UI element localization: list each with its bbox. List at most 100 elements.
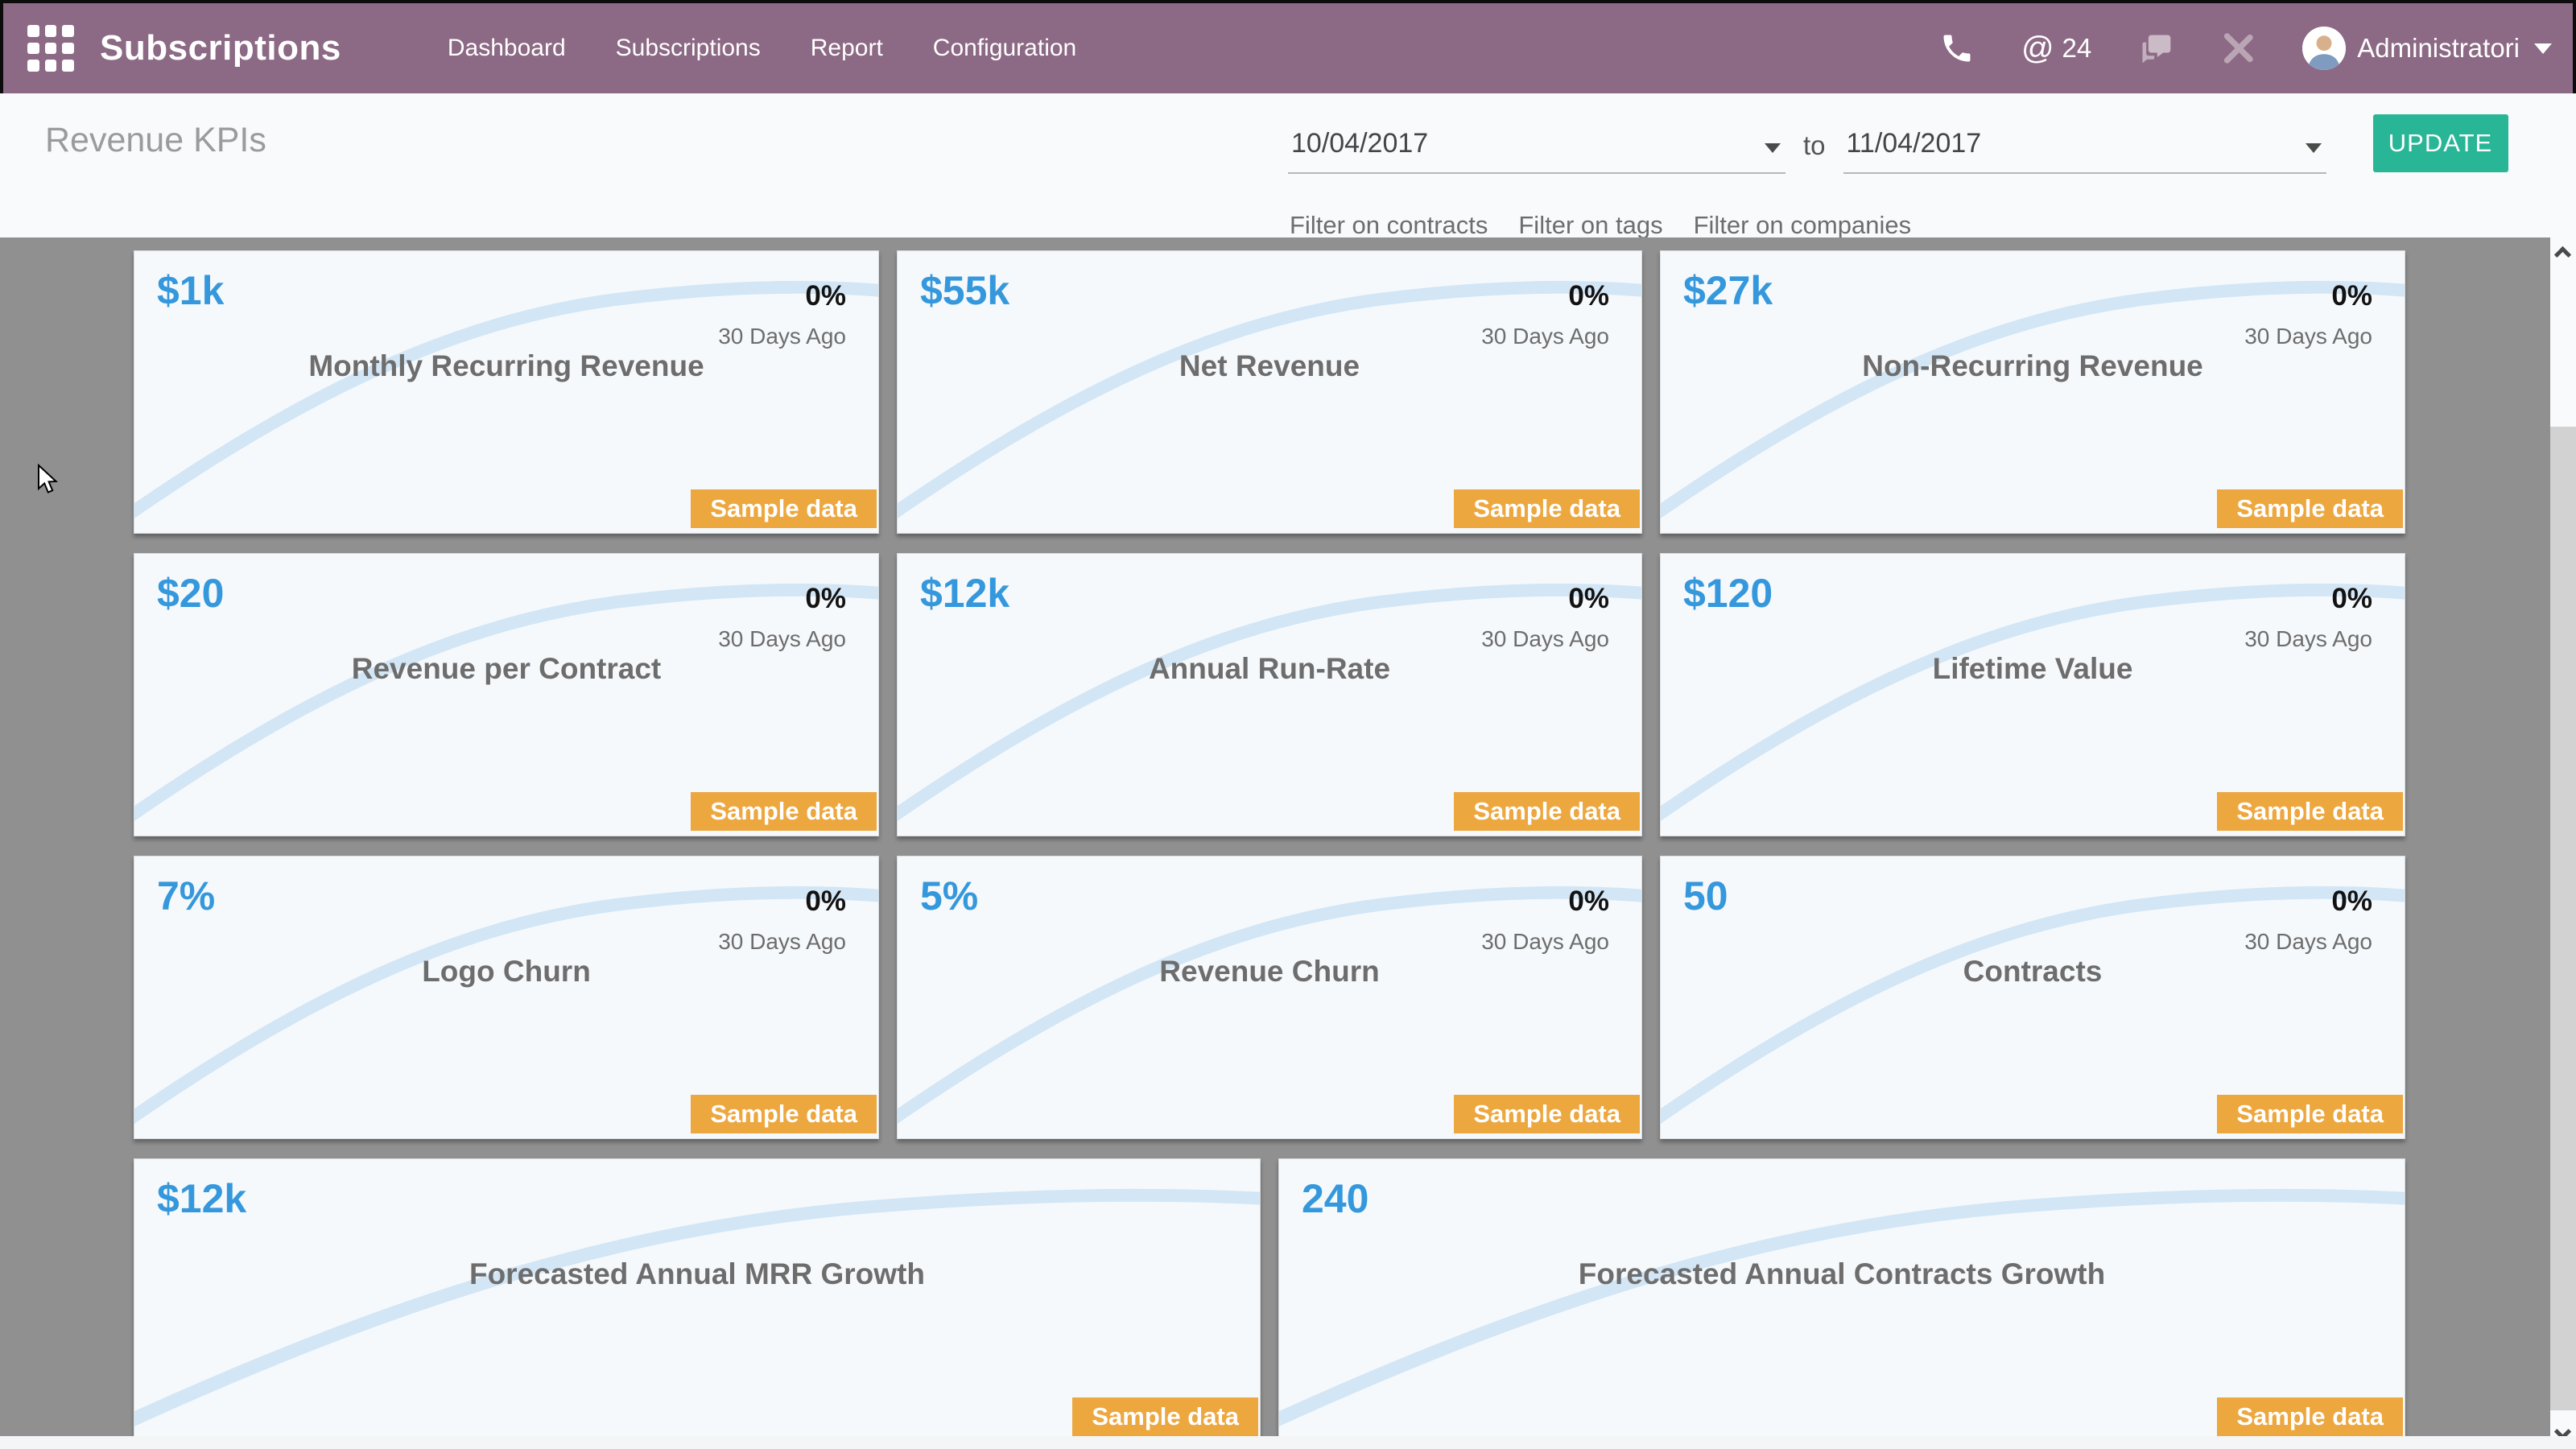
filter-on-companies-link[interactable]: Filter on companies bbox=[1693, 211, 1912, 239]
sample-data-badge: Sample data bbox=[1454, 1095, 1640, 1133]
kpi-value: 7% bbox=[157, 873, 216, 919]
app-title[interactable]: Subscriptions bbox=[100, 28, 341, 68]
kpi-delta-percent: 0% bbox=[2331, 280, 2372, 312]
sample-data-badge: Sample data bbox=[1454, 792, 1640, 831]
kpi-card[interactable]: $12k Forecasted Annual MRR Growth Sample … bbox=[134, 1158, 1261, 1442]
kpi-delta-caption: 30 Days Ago bbox=[2244, 626, 2372, 651]
kpi-delta-caption: 30 Days Ago bbox=[2244, 929, 2372, 954]
sparkline-chart bbox=[1279, 1188, 2405, 1426]
sample-data-badge: Sample data bbox=[2217, 1397, 2403, 1436]
kpi-delta-percent: 0% bbox=[2331, 886, 2372, 917]
avatar bbox=[2302, 27, 2347, 70]
filter-on-tags-link[interactable]: Filter on tags bbox=[1518, 211, 1663, 239]
kpi-delta: 0% 30 Days Ago bbox=[2244, 280, 2372, 349]
sparkline-chart bbox=[1661, 280, 2405, 518]
date-to-field[interactable] bbox=[1843, 128, 2326, 174]
kpi-title: Non-Recurring Revenue bbox=[1862, 349, 2203, 382]
kpi-row: 7% 0% 30 Days Ago Logo Churn Sample data… bbox=[134, 856, 2405, 1139]
sparkline-chart bbox=[134, 583, 878, 821]
kpi-value: $27k bbox=[1683, 268, 1773, 313]
tools-icon[interactable] bbox=[2220, 31, 2256, 66]
kpi-card[interactable]: 50 0% 30 Days Ago Contracts Sample data bbox=[1660, 856, 2405, 1139]
sample-data-badge: Sample data bbox=[2217, 792, 2403, 831]
chat-icon[interactable] bbox=[2138, 31, 2174, 66]
sample-data-badge: Sample data bbox=[1454, 489, 1640, 528]
kpi-value: $1k bbox=[157, 268, 225, 313]
kpi-card[interactable]: 240 Forecasted Annual Contracts Growth Sa… bbox=[1278, 1158, 2405, 1442]
dashboard-area: $1k 0% 30 Days Ago Monthly Recurring Rev… bbox=[0, 237, 2576, 1449]
kpi-title: Forecasted Annual MRR Growth bbox=[469, 1257, 925, 1290]
kpi-value: 240 bbox=[1302, 1176, 1369, 1221]
date-to-input[interactable] bbox=[1846, 128, 2326, 159]
kpi-card[interactable]: $1k 0% 30 Days Ago Monthly Recurring Rev… bbox=[134, 250, 879, 534]
kpi-delta-percent: 0% bbox=[805, 886, 846, 917]
bottom-strip bbox=[0, 1436, 2576, 1449]
vertical-scrollbar[interactable] bbox=[2550, 237, 2576, 1449]
kpi-delta-percent: 0% bbox=[805, 583, 846, 614]
kpi-delta: 0% 30 Days Ago bbox=[2244, 886, 2372, 955]
kpi-title: Monthly Recurring Revenue bbox=[308, 349, 704, 382]
kpi-value: $55k bbox=[920, 268, 1010, 313]
menu-item-dashboard[interactable]: Dashboard bbox=[447, 35, 566, 61]
sample-data-badge: Sample data bbox=[1072, 1397, 1258, 1436]
user-menu[interactable]: Administratori bbox=[2302, 27, 2552, 70]
kpi-delta: 0% 30 Days Ago bbox=[718, 280, 846, 349]
filter-on-contracts-link[interactable]: Filter on contracts bbox=[1290, 211, 1488, 239]
sparkline-chart bbox=[898, 280, 1641, 518]
kpi-delta-caption: 30 Days Ago bbox=[718, 929, 846, 954]
menu-item-subscriptions[interactable]: Subscriptions bbox=[615, 35, 761, 61]
user-name: Administratori bbox=[2357, 33, 2520, 63]
kpi-value: $20 bbox=[157, 571, 225, 616]
scrollbar-thumb[interactable] bbox=[2550, 427, 2576, 1410]
kpi-delta-caption: 30 Days Ago bbox=[1481, 324, 1609, 349]
update-button[interactable]: UPDATE bbox=[2372, 114, 2508, 172]
page-title: Revenue KPIs bbox=[45, 121, 266, 159]
sample-data-badge: Sample data bbox=[691, 489, 877, 528]
kpi-title: Contracts bbox=[1963, 955, 2103, 988]
sparkline-chart bbox=[134, 886, 878, 1124]
kpi-title: Annual Run-Rate bbox=[1148, 652, 1391, 685]
kpi-delta-percent: 0% bbox=[1568, 280, 1609, 312]
kpi-card[interactable]: $120 0% 30 Days Ago Lifetime Value Sampl… bbox=[1660, 553, 2405, 836]
to-label: to bbox=[1803, 130, 1826, 160]
menu-item-report[interactable]: Report bbox=[810, 35, 883, 61]
kpi-card[interactable]: 7% 0% 30 Days Ago Logo Churn Sample data bbox=[134, 856, 879, 1139]
kpi-delta-percent: 0% bbox=[805, 280, 846, 312]
kpi-card[interactable]: 5% 0% 30 Days Ago Revenue Churn Sample d… bbox=[897, 856, 1642, 1139]
dropdown-caret-icon[interactable] bbox=[1765, 143, 1781, 153]
caret-down-icon bbox=[2534, 43, 2552, 54]
kpi-value: 50 bbox=[1683, 873, 1728, 919]
mentions-counter[interactable]: @ 24 bbox=[2021, 31, 2091, 67]
kpi-card[interactable]: $20 0% 30 Days Ago Revenue per Contract … bbox=[134, 553, 879, 836]
kpi-delta-caption: 30 Days Ago bbox=[718, 324, 846, 349]
kpi-grid: $1k 0% 30 Days Ago Monthly Recurring Rev… bbox=[134, 250, 2405, 1449]
apps-grid-icon[interactable] bbox=[27, 25, 74, 72]
kpi-card[interactable]: $12k 0% 30 Days Ago Annual Run-Rate Samp… bbox=[897, 553, 1642, 836]
main-menu: Dashboard Subscriptions Report Configura… bbox=[444, 27, 1080, 70]
kpi-delta: 0% 30 Days Ago bbox=[1481, 280, 1609, 349]
filter-links: Filter on contracts Filter on tags Filte… bbox=[1290, 211, 1911, 240]
menu-item-configuration[interactable]: Configuration bbox=[932, 35, 1077, 61]
sparkline-chart bbox=[898, 583, 1641, 821]
kpi-delta-percent: 0% bbox=[1568, 886, 1609, 917]
date-from-field[interactable] bbox=[1288, 128, 1785, 174]
kpi-title: Lifetime Value bbox=[1932, 652, 2133, 685]
kpi-delta: 0% 30 Days Ago bbox=[718, 583, 846, 652]
kpi-delta: 0% 30 Days Ago bbox=[1481, 886, 1609, 955]
sparkline-chart bbox=[134, 1188, 1260, 1426]
sample-data-badge: Sample data bbox=[2217, 1095, 2403, 1133]
phone-icon[interactable] bbox=[1939, 31, 1975, 66]
kpi-title: Revenue per Contract bbox=[351, 652, 662, 685]
kpi-delta-percent: 0% bbox=[1568, 583, 1609, 614]
date-from-input[interactable] bbox=[1291, 128, 1785, 159]
kpi-card[interactable]: $27k 0% 30 Days Ago Non-Recurring Revenu… bbox=[1660, 250, 2405, 534]
scroll-up-icon[interactable] bbox=[2553, 246, 2572, 264]
control-bar: Revenue KPIs to UPDATE Filter on contrac… bbox=[0, 93, 2576, 240]
kpi-card[interactable]: $55k 0% 30 Days Ago Net Revenue Sample d… bbox=[897, 250, 1642, 534]
kpi-row: $1k 0% 30 Days Ago Monthly Recurring Rev… bbox=[134, 250, 2405, 534]
dropdown-caret-icon[interactable] bbox=[2305, 143, 2322, 153]
sparkline-chart bbox=[134, 280, 878, 518]
at-icon: @ bbox=[2021, 30, 2054, 66]
sample-data-badge: Sample data bbox=[691, 1095, 877, 1133]
kpi-delta-caption: 30 Days Ago bbox=[1481, 626, 1609, 651]
